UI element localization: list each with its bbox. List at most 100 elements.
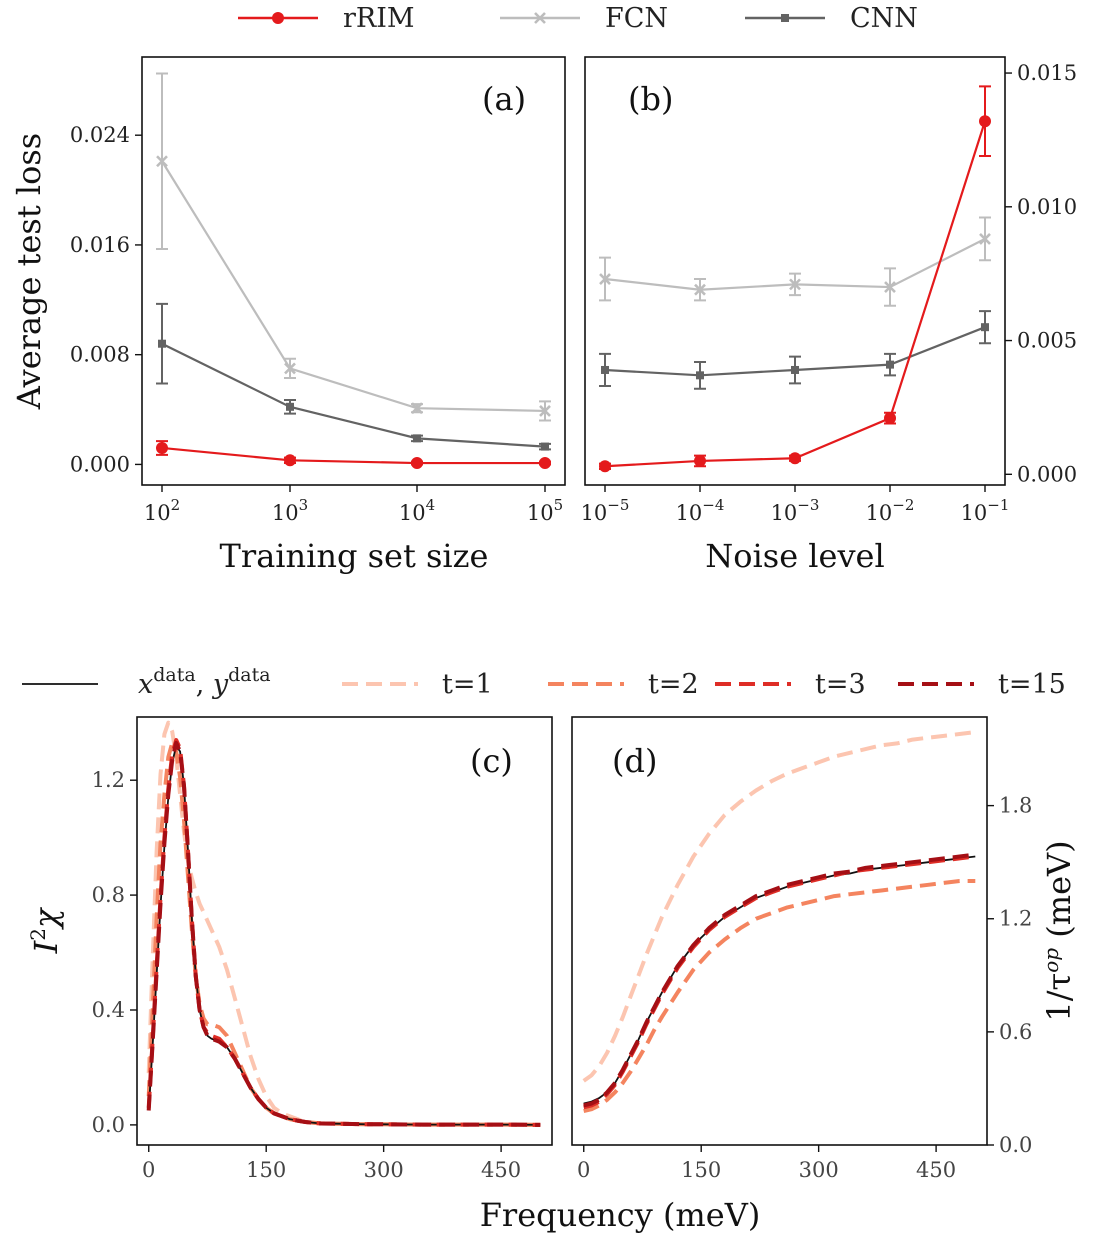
y-tick-label: 0.008 <box>70 343 130 367</box>
series-line-rRIM <box>161 446 545 465</box>
x-tick-label: 105 <box>527 496 563 525</box>
legend-label-FCN: FCN <box>605 3 668 34</box>
data-point <box>156 155 168 168</box>
y-tick-label: 0.010 <box>1017 195 1077 219</box>
y-tick-label: 0.0 <box>999 1133 1032 1157</box>
data-point <box>694 283 706 296</box>
data-point <box>791 365 799 374</box>
y-tick-label: 0.4 <box>92 998 125 1022</box>
data-point <box>884 412 896 425</box>
legend-label-t=1: t=1 <box>442 669 493 700</box>
data-point <box>156 441 168 454</box>
legend-label-t=2: t=2 <box>648 669 699 700</box>
series-line-FCN <box>161 160 546 413</box>
y-tick-label: 0.024 <box>70 123 130 147</box>
panel-cd-xlabel: Frequency (meV) <box>480 1196 761 1234</box>
legend-marker-FCN <box>534 12 546 24</box>
panel-d-ylabel: 1/τop (meV) <box>1039 840 1078 1021</box>
panel-a-ylabel: Average test loss <box>10 133 48 410</box>
legend-label-t=3: t=3 <box>815 669 866 700</box>
panel-b-label: (b) <box>628 80 673 118</box>
x-tick-label: 300 <box>799 1158 839 1182</box>
x-tick-label: 150 <box>246 1158 286 1182</box>
x-tick-label: 10−4 <box>676 496 725 525</box>
data-point <box>789 452 801 465</box>
y-tick-label: 1.2 <box>999 907 1032 931</box>
data-point <box>884 281 896 293</box>
series-line-t=15 <box>146 740 541 1127</box>
panel-d-frame <box>571 716 988 1146</box>
series-line-xdataydata <box>583 855 976 1105</box>
data-point <box>981 323 989 332</box>
series-line-CNN <box>161 342 546 448</box>
y-tick-label: 0.0 <box>92 1113 125 1137</box>
legend-label-rRIM: rRIM <box>343 3 415 34</box>
panel-d-label: (d) <box>612 742 657 780</box>
data-point <box>599 460 611 473</box>
data-point <box>286 402 294 411</box>
data-point <box>158 339 166 348</box>
series-line-xdataydata <box>147 744 541 1126</box>
panel-c-frame <box>136 716 553 1146</box>
series-line-t=3 <box>146 738 541 1127</box>
panel-c-ylabel: I2χ <box>26 907 65 954</box>
panel-d: 0.0 0.6 1.2 1.8 0 150 300 450 <box>577 730 1032 1182</box>
panel-c-label: (c) <box>470 742 513 780</box>
data-point <box>284 454 296 467</box>
y-tick-label: 1.2 <box>92 768 125 792</box>
y-tick-label: 0.000 <box>70 452 130 476</box>
panel-a-xlabel: Training set size <box>220 537 489 575</box>
data-point <box>599 273 611 285</box>
data-point <box>284 362 296 375</box>
data-point <box>541 442 549 451</box>
x-tick-label: 0 <box>577 1158 590 1182</box>
x-tick-label: 10−3 <box>771 496 820 525</box>
x-tick-label: 102 <box>144 496 180 525</box>
legend-top: rRIM FCN CNN <box>238 3 918 34</box>
y-tick-label: 0.005 <box>1017 329 1077 353</box>
legend-bottom: xdata, ydata t=1 t=2 t=3 t=15 <box>22 664 1066 700</box>
series-line-t=1 <box>146 720 541 1127</box>
legend-marker-rRIM <box>272 12 284 24</box>
data-point <box>411 402 423 415</box>
panel-b-frame <box>584 56 1006 486</box>
y-tick-label: 0.016 <box>70 233 130 257</box>
data-point <box>411 457 423 470</box>
panel-a-label: (a) <box>482 80 526 118</box>
series-line-t=2 <box>146 740 541 1127</box>
data-point <box>789 278 801 291</box>
y-tick-label: 1.8 <box>999 794 1032 818</box>
panel-b: 0.000 0.005 0.010 0.015 10−5 10−4 10−3 10−2 10−1 <box>581 61 1078 525</box>
panel-b-xlabel: Noise level <box>705 537 884 575</box>
legend-label-t=15: t=15 <box>998 669 1066 700</box>
data-point <box>601 365 609 374</box>
x-tick-label: 10−5 <box>581 496 630 525</box>
x-tick-label: 450 <box>916 1158 956 1182</box>
panel-a: 0.000 0.008 0.016 0.024 102 103 104 105 <box>70 72 563 525</box>
x-tick-label: 10−1 <box>961 496 1010 525</box>
series-line-t=2 <box>583 879 976 1114</box>
y-tick-label: 0.8 <box>92 883 125 907</box>
data-point <box>539 405 551 417</box>
series-line-t=1 <box>582 730 976 1083</box>
data-point <box>979 115 991 128</box>
data-point <box>694 454 706 467</box>
x-tick-label: 10−2 <box>866 496 915 525</box>
legend-label-CNN: CNN <box>850 3 918 34</box>
panel-a-frame <box>141 56 566 486</box>
x-tick-label: 300 <box>364 1158 404 1182</box>
x-tick-label: 104 <box>399 496 435 525</box>
data-point <box>886 360 894 369</box>
y-tick-label: 0.015 <box>1017 61 1077 85</box>
legend-label-data: xdata, ydata <box>138 664 271 700</box>
y-tick-label: 0.000 <box>1017 462 1077 486</box>
x-tick-label: 103 <box>272 496 308 525</box>
data-point <box>413 434 421 443</box>
data-point <box>979 232 991 245</box>
x-tick-label: 0 <box>142 1158 155 1182</box>
data-point <box>696 371 704 380</box>
panel-c: 0.0 0.4 0.8 1.2 0 150 300 450 <box>92 720 541 1182</box>
legend-marker-CNN <box>781 14 789 22</box>
x-tick-label: 150 <box>681 1158 721 1182</box>
